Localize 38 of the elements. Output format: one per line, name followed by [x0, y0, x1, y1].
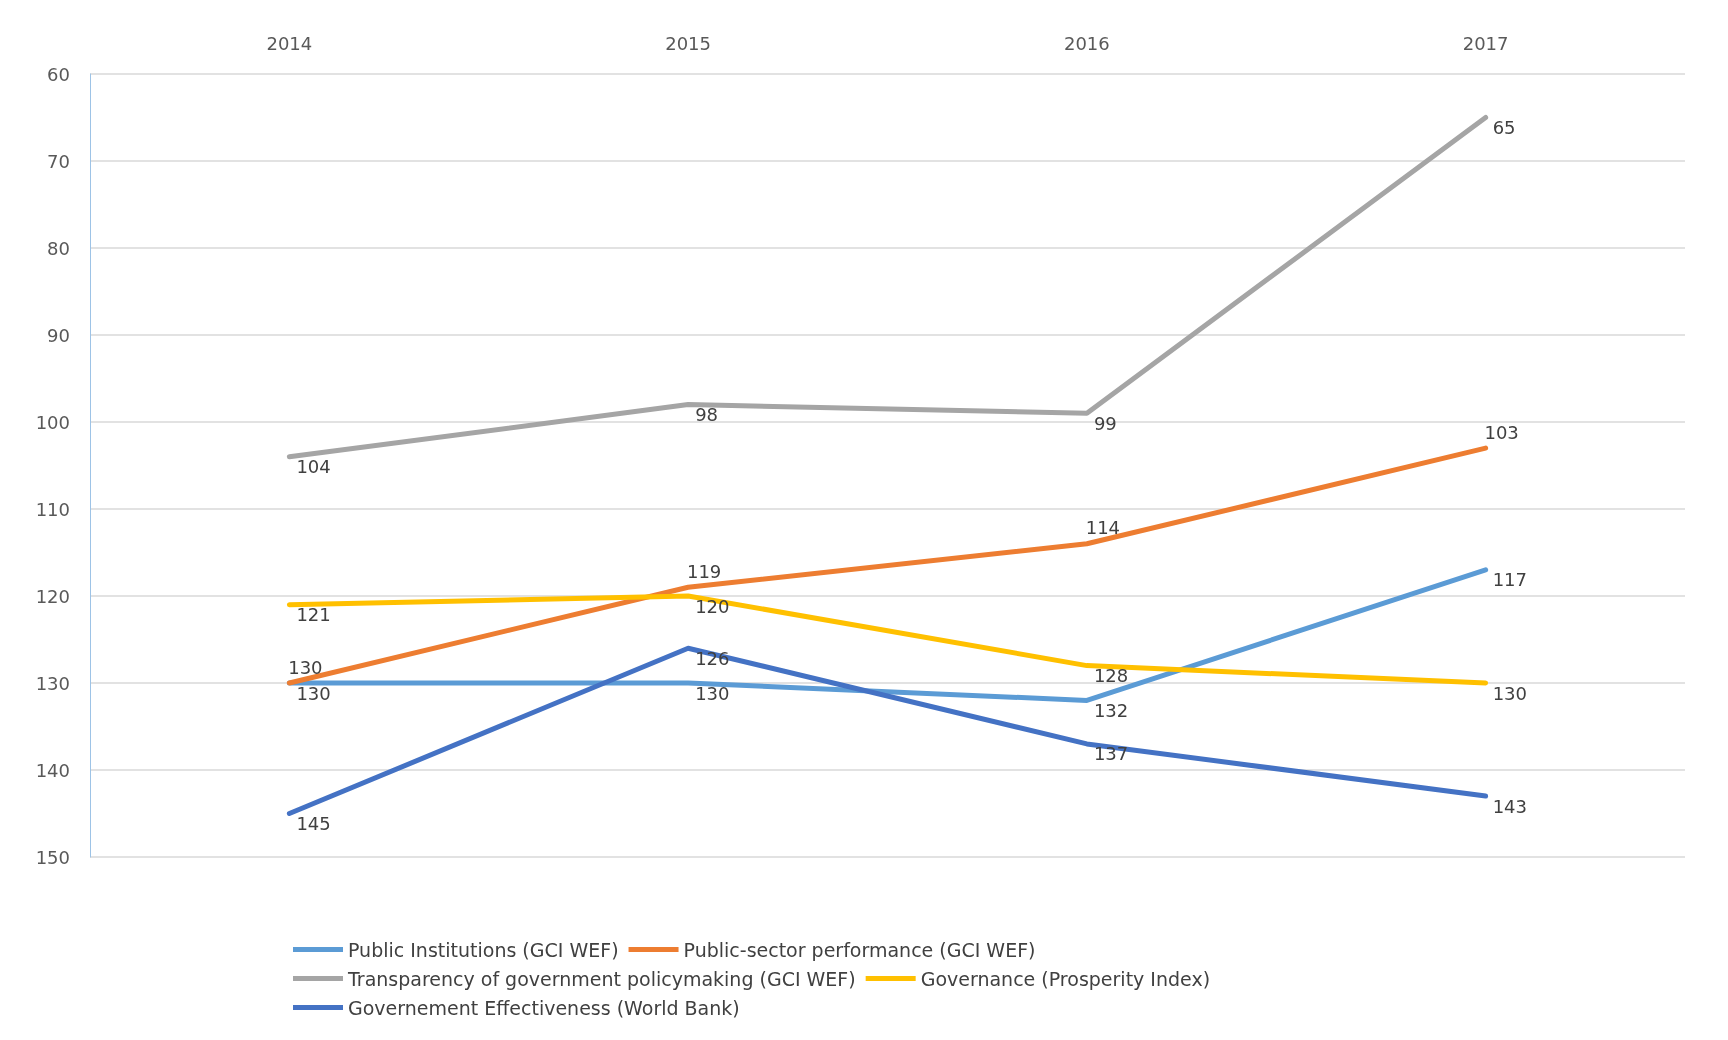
data-label: 128 — [1093, 665, 1129, 687]
x-tick-label: 2016 — [1063, 32, 1110, 54]
y-tick-label: 150 — [35, 846, 70, 868]
data-label: 130 — [695, 682, 730, 704]
data-label: 130 — [296, 682, 331, 704]
data-label: 117 — [1492, 569, 1527, 591]
x-tick-label: 2015 — [665, 32, 712, 54]
data-label: 98 — [695, 404, 719, 426]
y-tick-label: 110 — [35, 498, 70, 520]
data-label: 130 — [288, 656, 323, 678]
legend-label: Transparency of government policymaking (GCI WEF) — [347, 967, 856, 990]
y-tick-label: 90 — [47, 324, 70, 346]
y-tick-label: 80 — [47, 237, 70, 259]
data-label: 130 — [1492, 682, 1527, 704]
data-label: 132 — [1093, 699, 1129, 721]
data-label: 119 — [686, 560, 722, 582]
y-tick-label: 130 — [35, 672, 70, 694]
data-label: 143 — [1492, 795, 1527, 817]
data-label: 65 — [1492, 117, 1516, 138]
data-label: 145 — [296, 813, 331, 834]
data-label: 99 — [1093, 412, 1117, 434]
x-tick-label: 2014 — [266, 32, 313, 54]
data-label: 121 — [296, 604, 331, 626]
x-tick-label: 2017 — [1462, 32, 1509, 54]
y-tick-label: 120 — [35, 585, 70, 607]
y-tick-label: 140 — [35, 759, 70, 781]
legend-label: Governement Effectiveness (World Bank) — [348, 996, 740, 1019]
y-tick-label: 100 — [35, 411, 70, 433]
data-label: 137 — [1093, 743, 1129, 765]
legend-label: Governance (Prosperity Index) — [920, 967, 1211, 990]
legend-label: Public Institutions (GCI WEF) — [348, 938, 619, 961]
data-label: 104 — [296, 456, 331, 478]
data-label: 103 — [1484, 421, 1519, 443]
y-tick-label: 60 — [47, 63, 70, 85]
legend-label: Public-sector performance (GCI WEF) — [683, 938, 1036, 961]
data-label: 114 — [1085, 517, 1121, 539]
data-label: 120 — [695, 595, 730, 617]
y-tick-label: 70 — [47, 150, 70, 172]
